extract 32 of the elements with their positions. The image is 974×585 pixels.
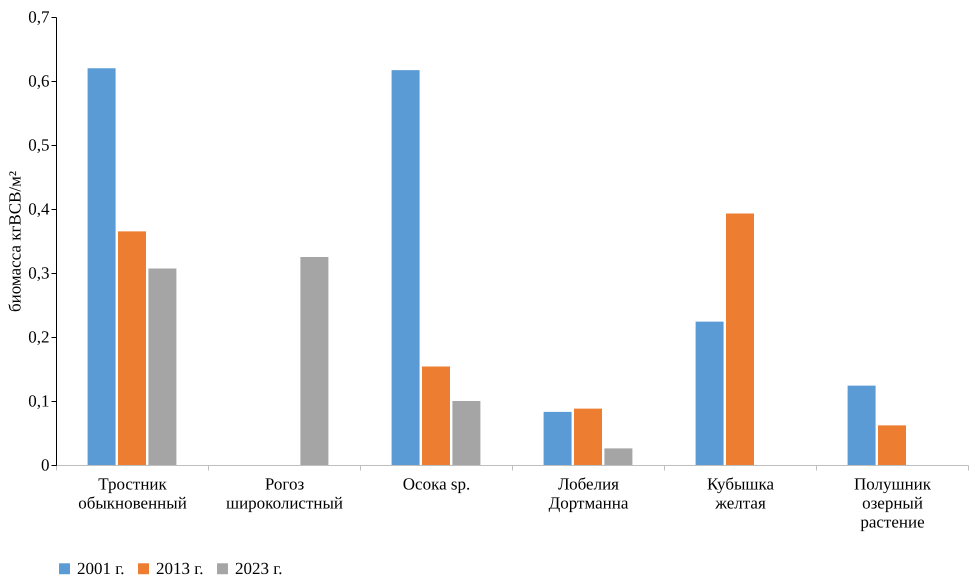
y-tick-label: 0 [41,456,50,474]
y-tick-label: 0,6 [28,72,50,90]
x-tick-label: Тростник обыкновенный [78,474,187,512]
y-tick-label: 0,3 [28,264,50,282]
bar [848,386,876,465]
y-axis-title: биомасса кгВСВ/м² [5,170,24,312]
bar [726,213,754,465]
x-tick-label: Осока sp. [402,474,470,494]
bar [544,412,572,465]
y-tick-label: 0,2 [28,328,50,346]
bar [604,448,632,465]
bar [452,401,480,465]
legend-label: 2023 г. [235,558,283,578]
legend-label: 2001 г. [77,558,125,578]
bar [148,268,176,465]
bar [696,322,724,465]
x-tick-label: Кубышка желтая [706,474,774,512]
x-tick-label: Полушник озерный растение [854,474,932,532]
legend-label: 2013 г. [156,558,204,578]
x-tick-label: Лобелия Дортманна [548,474,629,512]
bar [300,257,328,465]
y-tick-label: 0,1 [28,392,50,410]
bar [88,68,116,465]
bar [118,231,146,465]
bar [878,425,906,465]
y-tick-label: 0,7 [28,8,50,26]
y-tick-label: 0,4 [28,200,50,218]
y-tick-label: 0,5 [28,136,50,154]
bar [422,366,450,465]
bar [392,70,420,465]
bar [574,408,602,465]
x-tick-label: Рогоз широколистный [226,474,344,512]
